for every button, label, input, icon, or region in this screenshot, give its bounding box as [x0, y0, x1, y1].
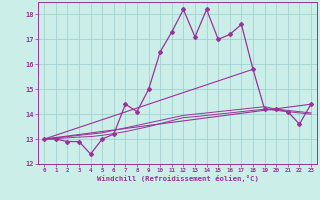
X-axis label: Windchill (Refroidissement éolien,°C): Windchill (Refroidissement éolien,°C) [97, 175, 259, 182]
